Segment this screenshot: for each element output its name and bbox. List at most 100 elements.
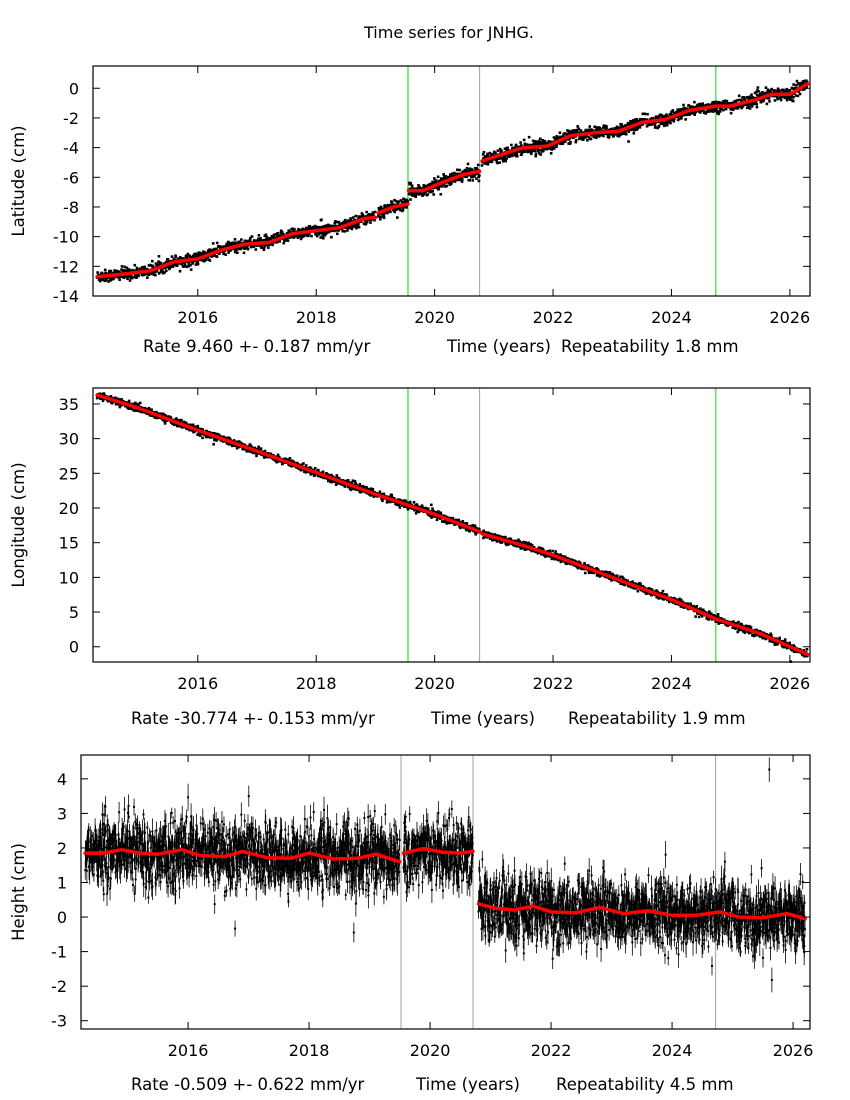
data-point xyxy=(215,432,219,436)
data-point xyxy=(373,218,376,222)
data-point xyxy=(722,100,725,103)
data-point xyxy=(465,170,469,173)
data-point xyxy=(441,185,444,188)
model-curve xyxy=(480,82,810,163)
data-point xyxy=(397,503,401,507)
data-point xyxy=(195,252,198,256)
data-point xyxy=(382,207,385,211)
data-point xyxy=(145,272,149,275)
data-point xyxy=(150,408,153,412)
data-point xyxy=(520,153,523,156)
data-point xyxy=(127,399,131,403)
data-point xyxy=(521,150,525,153)
data-point xyxy=(182,420,186,424)
data-point xyxy=(795,79,799,83)
data-point xyxy=(625,123,629,127)
y-tick-label: 0 xyxy=(69,79,79,98)
data-point xyxy=(365,487,369,490)
data-point xyxy=(650,123,654,126)
data-point xyxy=(389,500,392,504)
data-point xyxy=(457,518,461,522)
data-point xyxy=(571,129,574,132)
data-point xyxy=(701,102,705,105)
data-point xyxy=(788,88,792,92)
data-point xyxy=(371,489,374,492)
data-point xyxy=(218,252,221,255)
data-point xyxy=(755,93,759,97)
data-point xyxy=(514,143,518,147)
data-point xyxy=(193,430,197,433)
data-point xyxy=(452,171,456,175)
data-point xyxy=(654,121,657,124)
data-point xyxy=(798,92,802,96)
data-point xyxy=(534,154,538,158)
data-point xyxy=(299,468,303,472)
data-point xyxy=(229,248,233,252)
data-point xyxy=(138,401,142,405)
data-point xyxy=(442,177,446,181)
data-point xyxy=(235,440,238,444)
plot-frame xyxy=(92,65,811,297)
data-point xyxy=(773,99,777,102)
data-point xyxy=(651,117,655,120)
data-point xyxy=(228,244,232,247)
data-point xyxy=(504,535,507,539)
data-point xyxy=(524,541,527,544)
data-point xyxy=(379,215,383,219)
data-point xyxy=(355,225,359,229)
data-point xyxy=(215,255,219,258)
data-point xyxy=(485,155,489,158)
data-point xyxy=(422,193,426,196)
data-point xyxy=(137,274,140,277)
data-point xyxy=(163,422,167,425)
data-point xyxy=(263,456,266,459)
data-point xyxy=(426,507,430,510)
data-point xyxy=(196,259,199,263)
data-point xyxy=(229,438,232,442)
data-point xyxy=(403,205,406,209)
data-point xyxy=(357,225,361,229)
data-point xyxy=(486,163,490,166)
data-point xyxy=(503,147,507,150)
data-point xyxy=(259,243,262,247)
data-point xyxy=(490,532,493,536)
data-point xyxy=(259,239,263,243)
repeatability-text: Repeatability 1.8 mm xyxy=(561,337,739,356)
data-point xyxy=(165,265,169,269)
data-point xyxy=(149,272,153,276)
data-point xyxy=(666,121,669,124)
data-point xyxy=(320,218,323,222)
data-point xyxy=(175,417,178,420)
data-point xyxy=(240,238,243,241)
data-point xyxy=(122,269,125,272)
data-point xyxy=(508,537,511,540)
data-point xyxy=(562,555,565,558)
data-point xyxy=(235,446,239,450)
data-point xyxy=(123,265,127,269)
data-point xyxy=(327,224,331,228)
data-point xyxy=(215,439,218,442)
data-point xyxy=(782,95,786,98)
data-point xyxy=(430,190,433,194)
data-point xyxy=(474,533,478,536)
data-point xyxy=(107,276,111,280)
data-point xyxy=(675,111,679,115)
data-point xyxy=(343,221,346,225)
data-point xyxy=(634,125,637,129)
data-point xyxy=(533,148,536,152)
data-point xyxy=(346,485,350,489)
data-point xyxy=(693,113,696,116)
data-point xyxy=(256,447,260,451)
data-point xyxy=(313,474,316,477)
data-point xyxy=(748,107,752,110)
data-point xyxy=(300,463,304,466)
data-point xyxy=(465,175,468,179)
data-point xyxy=(343,230,347,233)
data-point xyxy=(529,152,533,156)
data-point xyxy=(232,439,236,442)
data-point xyxy=(486,154,489,157)
panel-latitude: 2016 2018 2020 2022 2024 20260-2-4-6-8-10-12-… xyxy=(9,65,811,356)
data-point xyxy=(348,220,351,224)
model-curve xyxy=(95,215,378,279)
